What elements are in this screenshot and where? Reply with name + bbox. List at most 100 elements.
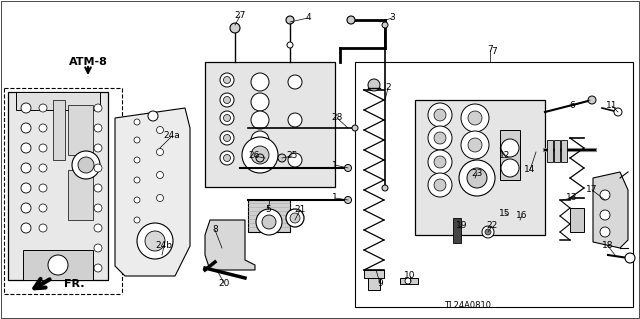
Text: 24b: 24b <box>156 241 173 250</box>
Circle shape <box>242 137 278 173</box>
Bar <box>453 218 461 243</box>
Circle shape <box>134 217 140 223</box>
Circle shape <box>290 213 300 223</box>
Polygon shape <box>115 108 190 276</box>
Text: TL24A0810: TL24A0810 <box>445 300 492 309</box>
Circle shape <box>94 184 102 192</box>
Circle shape <box>94 104 102 112</box>
Circle shape <box>347 16 355 24</box>
Circle shape <box>468 138 482 152</box>
Circle shape <box>137 223 173 259</box>
Circle shape <box>262 215 276 229</box>
Circle shape <box>382 22 388 28</box>
Circle shape <box>382 185 388 191</box>
Bar <box>68 105 93 155</box>
Circle shape <box>434 179 446 191</box>
Circle shape <box>94 164 102 172</box>
Circle shape <box>223 135 230 142</box>
Circle shape <box>251 146 269 164</box>
Circle shape <box>223 154 230 161</box>
Text: 6: 6 <box>569 101 575 110</box>
Circle shape <box>600 190 610 200</box>
Circle shape <box>368 79 380 91</box>
Circle shape <box>21 103 31 113</box>
Text: 27: 27 <box>234 11 246 20</box>
Text: 14: 14 <box>524 166 536 174</box>
Bar <box>554 140 560 162</box>
Circle shape <box>94 144 102 152</box>
Bar <box>53 100 65 160</box>
Circle shape <box>428 173 452 197</box>
Circle shape <box>625 253 635 263</box>
Circle shape <box>278 154 286 162</box>
Circle shape <box>501 139 519 157</box>
Circle shape <box>72 151 100 179</box>
Text: 8: 8 <box>212 226 218 234</box>
Text: 15: 15 <box>499 209 511 218</box>
Text: 23: 23 <box>471 168 483 177</box>
Circle shape <box>428 103 452 127</box>
Circle shape <box>39 104 47 112</box>
Circle shape <box>344 197 351 204</box>
Circle shape <box>145 231 165 251</box>
Circle shape <box>48 255 68 275</box>
Text: 2: 2 <box>385 84 391 93</box>
Text: 21: 21 <box>294 205 306 214</box>
Circle shape <box>468 111 482 125</box>
Circle shape <box>134 137 140 143</box>
Circle shape <box>405 278 411 284</box>
Circle shape <box>134 157 140 163</box>
Circle shape <box>501 159 519 177</box>
Bar <box>68 170 93 220</box>
Text: 22: 22 <box>486 221 498 231</box>
Circle shape <box>39 184 47 192</box>
Circle shape <box>39 124 47 132</box>
Circle shape <box>157 149 163 155</box>
Bar <box>547 140 553 162</box>
Bar <box>400 278 418 284</box>
Circle shape <box>286 16 294 24</box>
Text: 7: 7 <box>487 46 493 55</box>
Circle shape <box>223 115 230 122</box>
Polygon shape <box>593 172 628 248</box>
Circle shape <box>94 224 102 232</box>
Circle shape <box>39 164 47 172</box>
Circle shape <box>220 131 234 145</box>
Text: 4: 4 <box>305 13 311 23</box>
Circle shape <box>134 177 140 183</box>
Text: 28: 28 <box>332 114 342 122</box>
Text: 1: 1 <box>332 160 338 169</box>
Circle shape <box>434 156 446 168</box>
Text: ATM-8: ATM-8 <box>68 57 108 67</box>
Circle shape <box>78 157 94 173</box>
Circle shape <box>21 183 31 193</box>
Circle shape <box>251 93 269 111</box>
Circle shape <box>220 151 234 165</box>
Circle shape <box>482 226 494 238</box>
Circle shape <box>614 108 622 116</box>
Bar <box>355 62 633 307</box>
Circle shape <box>287 42 293 48</box>
Circle shape <box>256 154 264 162</box>
Circle shape <box>157 172 163 179</box>
Bar <box>500 130 520 180</box>
Bar <box>205 62 335 187</box>
Circle shape <box>251 111 269 129</box>
Circle shape <box>288 113 302 127</box>
Circle shape <box>39 224 47 232</box>
Circle shape <box>220 73 234 87</box>
Circle shape <box>352 125 358 131</box>
Circle shape <box>134 197 140 203</box>
Bar <box>364 270 384 278</box>
Text: 20: 20 <box>218 278 230 287</box>
Text: 7: 7 <box>491 48 497 56</box>
Circle shape <box>21 203 31 213</box>
Circle shape <box>21 223 31 233</box>
Circle shape <box>344 165 351 172</box>
Text: 12: 12 <box>499 151 511 160</box>
Bar <box>248 200 290 232</box>
Circle shape <box>94 244 102 252</box>
Text: 18: 18 <box>602 241 614 250</box>
Text: FR.: FR. <box>64 279 84 289</box>
Circle shape <box>485 229 491 235</box>
